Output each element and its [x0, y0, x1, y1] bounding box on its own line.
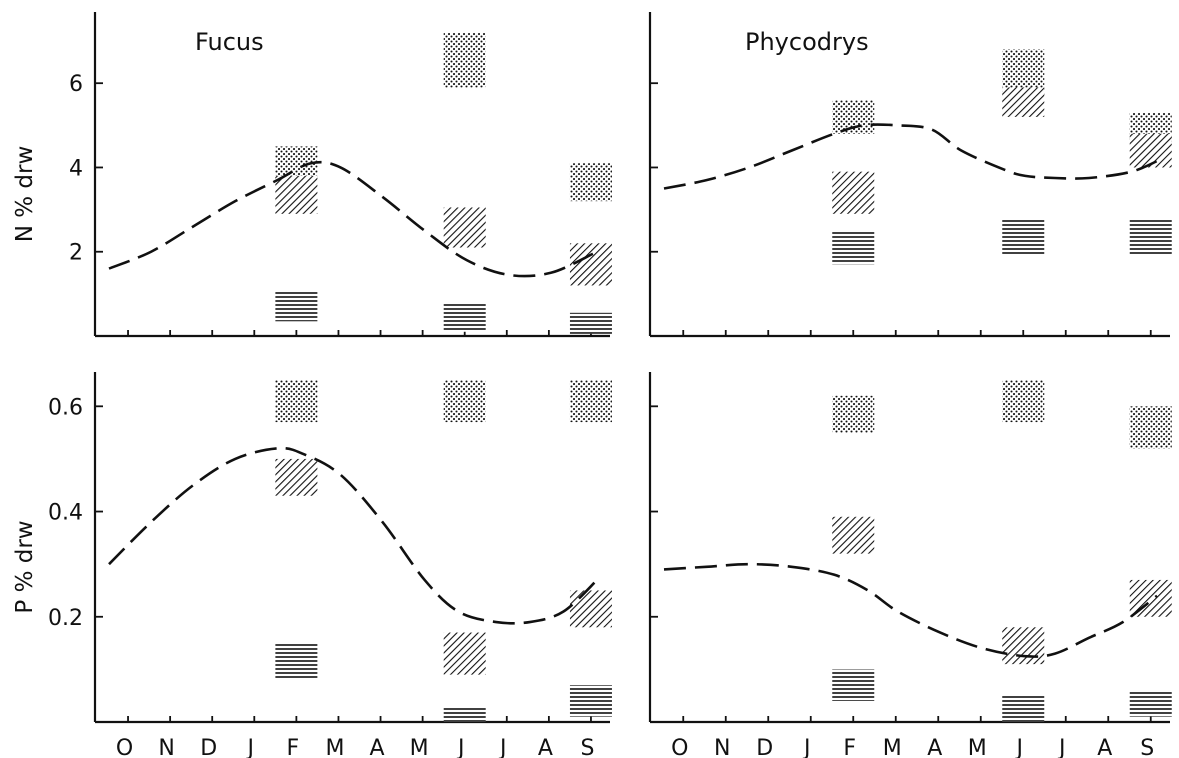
- range-bar-horizontal: [569, 685, 612, 717]
- y-tick-label: 0.6: [48, 395, 83, 420]
- range-bar-horizontal: [1002, 695, 1045, 722]
- range-bar-dots: [1002, 380, 1045, 423]
- range-bar-dots: [569, 380, 612, 423]
- range-bar-dots: [1129, 406, 1172, 449]
- range-bar-dots: [443, 380, 486, 423]
- range-bar-horizontal: [275, 643, 318, 680]
- range-bar-horizontal: [275, 291, 318, 322]
- range-bar-horizontal: [569, 312, 612, 334]
- x-tick-label: S: [580, 736, 595, 758]
- range-bar-horizontal: [832, 669, 875, 701]
- x-tick-label: A: [370, 736, 386, 758]
- y-tick-label: 4: [69, 156, 83, 181]
- y-tick-label: 0.2: [48, 606, 83, 631]
- x-tick-label: N: [158, 736, 175, 758]
- trend-line: [663, 123, 1162, 190]
- panel-top-left: 2 4 6 Fucus N % drw: [12, 12, 612, 338]
- x-tick-label: A: [538, 736, 554, 758]
- panel-title: Phycodrys: [745, 28, 869, 56]
- y-tick-label: 2: [69, 241, 83, 266]
- x-tick-label: D: [756, 736, 774, 758]
- range-bar-diagonal: [832, 171, 875, 214]
- trend-line: [108, 160, 594, 278]
- range-bar-diagonal: [1002, 627, 1045, 665]
- range-bar-diagonal: [275, 458, 318, 496]
- range-bar-horizontal: [443, 706, 486, 722]
- range-bar-dots: [443, 32, 486, 88]
- x-tick-label: J: [1015, 736, 1025, 758]
- range-bar-diagonal: [443, 207, 486, 248]
- range-bar-horizontal: [1129, 690, 1172, 717]
- trend-line: [108, 446, 599, 625]
- panel-top-right: Phycodrys: [648, 12, 1172, 338]
- x-tick-label: N: [714, 736, 731, 758]
- range-bar-dots: [275, 380, 318, 423]
- x-tick-label: F: [843, 736, 857, 758]
- x-tick-label: A: [927, 736, 943, 758]
- x-tick-label: J: [802, 736, 812, 758]
- y-tick-label: 6: [69, 72, 83, 97]
- x-tick-label: A: [1097, 736, 1113, 758]
- range-bar-diagonal: [443, 632, 486, 675]
- x-tick-label: J: [246, 736, 256, 758]
- x-tick-label: J: [1057, 736, 1067, 758]
- x-tick-label: M: [883, 736, 903, 758]
- panel-title: Fucus: [195, 28, 264, 56]
- range-bar-horizontal: [1002, 218, 1045, 256]
- range-bar-dots: [832, 395, 875, 433]
- range-bar-diagonal: [275, 175, 318, 214]
- x-tick-label: D: [200, 736, 218, 758]
- x-tick-label: M: [968, 736, 988, 758]
- range-bar-diagonal: [832, 516, 875, 554]
- range-bar-diagonal: [569, 590, 612, 628]
- x-tick-label: F: [287, 736, 301, 758]
- x-tick-label: J: [456, 736, 466, 758]
- range-bar-diagonal: [1002, 87, 1045, 117]
- range-bar-horizontal: [1129, 218, 1172, 256]
- panel-bottom-left: 0.2 0.4 0.6 O N D J F M A M J J A S P % drw: [12, 372, 612, 758]
- x-tick-label: S: [1140, 736, 1155, 758]
- x-tick-label: O: [116, 736, 134, 758]
- range-bar-horizontal: [832, 230, 875, 265]
- y-axis-label: N % drw: [12, 146, 38, 243]
- range-bar-horizontal: [443, 302, 486, 332]
- trend-line: [663, 562, 1158, 658]
- x-tick-label: M: [325, 736, 345, 758]
- range-bar-diagonal: [569, 243, 612, 286]
- range-bar-diagonal: [1129, 133, 1172, 168]
- x-tick-label: O: [671, 736, 689, 758]
- y-tick-label: 0.4: [48, 501, 83, 526]
- range-bar-dots: [569, 163, 612, 202]
- x-tick-label: M: [410, 736, 430, 758]
- x-tick-label: J: [498, 736, 508, 758]
- y-axis-label: P % drw: [12, 520, 38, 613]
